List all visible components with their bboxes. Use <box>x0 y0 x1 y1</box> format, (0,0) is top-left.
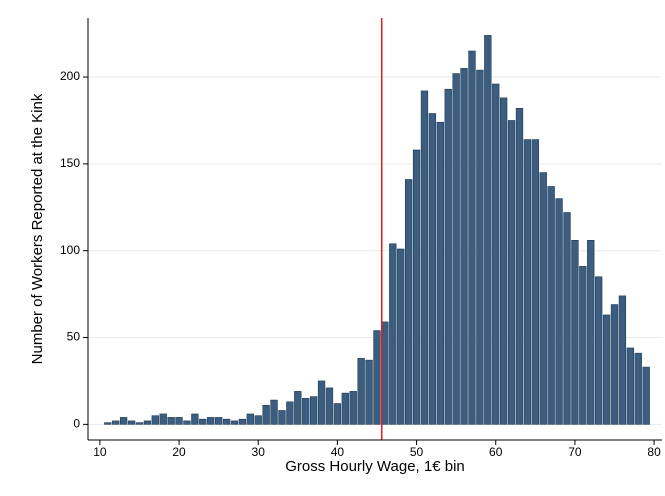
bar <box>539 172 547 425</box>
bar <box>333 403 342 425</box>
bar <box>341 392 349 425</box>
bar <box>119 417 128 425</box>
bar <box>610 304 619 425</box>
bar <box>135 422 144 425</box>
bar <box>412 149 421 425</box>
bar <box>167 417 175 425</box>
bar <box>151 415 159 425</box>
bar <box>547 186 555 425</box>
bar <box>317 380 326 425</box>
bar <box>127 420 136 425</box>
bar <box>175 417 183 425</box>
bar <box>222 418 231 425</box>
bar <box>618 295 627 425</box>
bar <box>262 404 270 425</box>
bar <box>460 68 468 425</box>
bar <box>207 417 215 425</box>
bar <box>507 120 516 425</box>
bar <box>444 88 452 425</box>
bar <box>595 276 603 425</box>
bar <box>325 387 334 425</box>
bar <box>112 420 120 425</box>
bar <box>104 422 112 425</box>
bar <box>523 139 532 425</box>
bar <box>254 415 262 425</box>
bar <box>484 35 492 425</box>
bar <box>492 83 500 425</box>
x-tick-label: 10 <box>93 445 107 459</box>
bar <box>404 179 413 425</box>
bar <box>302 398 310 425</box>
bar <box>476 69 484 425</box>
y-tick-label: 150 <box>60 156 80 170</box>
bar <box>389 243 397 425</box>
bar <box>452 73 460 425</box>
x-tick-label: 40 <box>331 445 345 459</box>
bar <box>214 417 223 425</box>
bar <box>531 139 539 425</box>
bar <box>626 347 634 425</box>
bar <box>357 358 365 425</box>
y-tick-label: 50 <box>67 330 81 344</box>
bar <box>191 413 199 425</box>
bar <box>515 108 524 425</box>
bar <box>563 212 571 425</box>
x-tick-label: 60 <box>489 445 503 459</box>
bar <box>420 90 429 425</box>
y-tick-label: 100 <box>60 243 80 257</box>
bar <box>278 410 286 425</box>
y-tick-label: 200 <box>60 69 80 83</box>
bar <box>634 352 642 425</box>
bar <box>468 50 476 425</box>
bar <box>349 391 357 425</box>
bar <box>642 366 650 425</box>
y-axis-label: Number of Workers Reported at the Kink <box>29 93 46 364</box>
bar <box>397 248 405 425</box>
bar <box>309 396 318 425</box>
bar <box>286 401 294 425</box>
bar <box>602 314 611 425</box>
bar <box>373 330 381 425</box>
bar <box>199 418 207 425</box>
x-tick-label: 80 <box>647 445 661 459</box>
bar <box>555 198 563 425</box>
bar <box>143 420 152 425</box>
bar <box>246 413 254 425</box>
x-tick-label: 50 <box>410 445 424 459</box>
bar <box>428 113 437 425</box>
bar <box>571 239 579 425</box>
x-tick-label: 20 <box>172 445 186 459</box>
bar <box>230 420 239 425</box>
bar <box>294 391 302 425</box>
bar <box>365 359 373 425</box>
y-tick-label: 0 <box>73 417 80 431</box>
bar <box>159 413 167 425</box>
x-tick-label: 70 <box>568 445 582 459</box>
x-axis-label: Gross Hourly Wage, 1€ bin <box>285 458 465 475</box>
bar <box>579 266 587 425</box>
bar <box>381 321 389 425</box>
x-tick-label: 30 <box>252 445 266 459</box>
bar <box>270 399 278 425</box>
bar <box>436 121 444 425</box>
bar <box>183 420 191 425</box>
bar <box>587 239 595 425</box>
bar <box>238 418 247 425</box>
bar <box>499 97 508 425</box>
